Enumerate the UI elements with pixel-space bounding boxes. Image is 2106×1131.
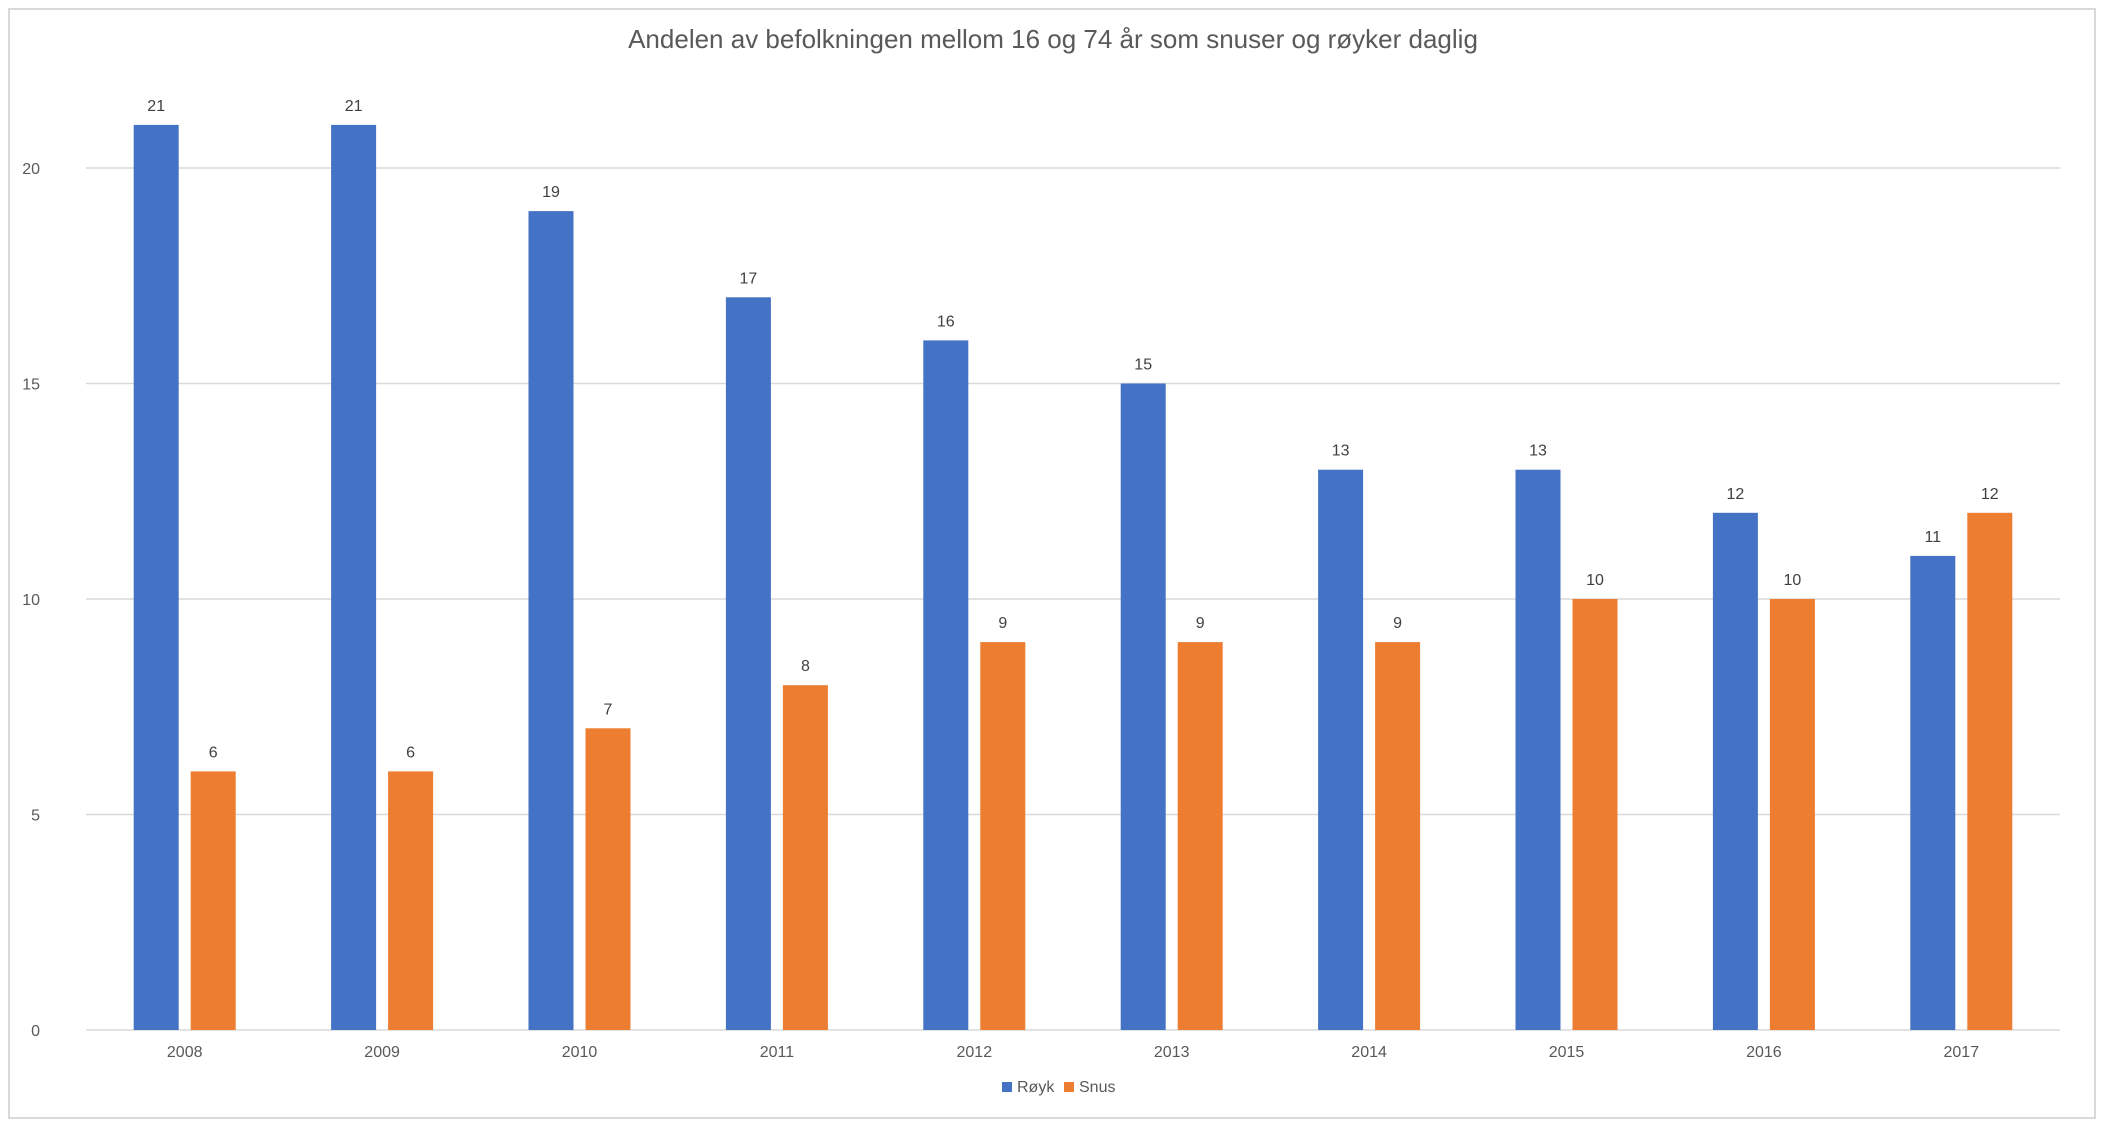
x-tick-label: 2008 bbox=[167, 1044, 203, 1061]
bar-røyk-2012 bbox=[923, 340, 969, 1030]
x-tick-label: 2016 bbox=[1746, 1044, 1782, 1061]
x-tick-label: 2014 bbox=[1351, 1044, 1387, 1061]
y-tick-label: 0 bbox=[31, 1023, 40, 1040]
data-label: 12 bbox=[1981, 486, 1999, 503]
y-tick-label: 10 bbox=[22, 592, 40, 609]
data-label: 21 bbox=[345, 98, 363, 115]
bar-snus-2009 bbox=[388, 771, 434, 1030]
x-tick-label: 2009 bbox=[364, 1044, 400, 1061]
bar-snus-2012 bbox=[980, 642, 1026, 1030]
data-label: 9 bbox=[998, 615, 1007, 632]
data-label: 9 bbox=[1393, 615, 1402, 632]
bar-røyk-2016 bbox=[1712, 512, 1758, 1030]
legend-swatch bbox=[1002, 1082, 1012, 1092]
y-tick-label: 15 bbox=[22, 377, 40, 394]
data-label: 13 bbox=[1529, 443, 1547, 460]
bar-røyk-2009 bbox=[331, 124, 377, 1030]
legend-swatch bbox=[1064, 1082, 1074, 1092]
legend-label: Snus bbox=[1079, 1079, 1115, 1096]
bar-røyk-2010 bbox=[528, 211, 574, 1031]
y-axis-tick-labels: 0 5 10 15 20 bbox=[22, 161, 40, 1040]
bar-snus-2008 bbox=[190, 771, 236, 1030]
bar-snus-2013 bbox=[1177, 642, 1223, 1030]
data-label: 8 bbox=[801, 658, 810, 675]
y-tick-label: 5 bbox=[31, 808, 40, 825]
bars bbox=[133, 124, 2013, 1031]
bar-snus-2014 bbox=[1375, 642, 1421, 1030]
bar-røyk-2008 bbox=[133, 124, 179, 1030]
x-axis-tick-labels: 2008 2009 2010 2011 2012 2013 2014 2015 2016 2017 bbox=[167, 1044, 1979, 1061]
bar-snus-2015 bbox=[1572, 599, 1618, 1030]
x-tick-label: 2017 bbox=[1944, 1044, 1980, 1061]
data-label: 7 bbox=[604, 701, 613, 718]
data-label: 6 bbox=[209, 744, 218, 761]
data-label: 16 bbox=[937, 313, 955, 330]
data-label: 19 bbox=[542, 184, 560, 201]
y-tick-label: 20 bbox=[22, 161, 40, 178]
data-label: 21 bbox=[147, 98, 165, 115]
bar-røyk-2017 bbox=[1910, 555, 1956, 1030]
data-label: 13 bbox=[1332, 443, 1350, 460]
data-label: 17 bbox=[740, 270, 758, 287]
data-label: 10 bbox=[1784, 572, 1802, 589]
data-label: 9 bbox=[1196, 615, 1205, 632]
x-tick-label: 2010 bbox=[562, 1044, 598, 1061]
data-label: 11 bbox=[1924, 529, 1941, 546]
x-tick-label: 2011 bbox=[760, 1044, 795, 1061]
bar-snus-2011 bbox=[782, 685, 828, 1030]
x-tick-label: 2015 bbox=[1549, 1044, 1585, 1061]
legend: Røyk Snus bbox=[1002, 1079, 1115, 1096]
chart-title: Andelen av befolkningen mellom 16 og 74 … bbox=[628, 24, 1478, 54]
bar-røyk-2014 bbox=[1318, 469, 1364, 1030]
data-label: 10 bbox=[1586, 572, 1604, 589]
x-tick-label: 2012 bbox=[957, 1044, 993, 1061]
data-labels: 21 6 21 6 19 7 17 8 16 9 15 9 13 9 13 10 12 10 11 12 bbox=[147, 98, 1998, 762]
bar-røyk-2011 bbox=[725, 297, 771, 1030]
bar-snus-2010 bbox=[585, 728, 631, 1030]
data-label: 15 bbox=[1134, 357, 1152, 374]
x-tick-label: 2013 bbox=[1154, 1044, 1190, 1061]
bar-snus-2016 bbox=[1769, 599, 1815, 1030]
gridlines bbox=[86, 167, 2060, 1031]
bar-røyk-2015 bbox=[1515, 469, 1561, 1030]
data-label: 12 bbox=[1727, 486, 1745, 503]
bar-røyk-2013 bbox=[1120, 383, 1166, 1030]
data-label: 6 bbox=[406, 744, 415, 761]
bar-snus-2017 bbox=[1967, 512, 2013, 1030]
legend-label: Røyk bbox=[1017, 1079, 1055, 1096]
